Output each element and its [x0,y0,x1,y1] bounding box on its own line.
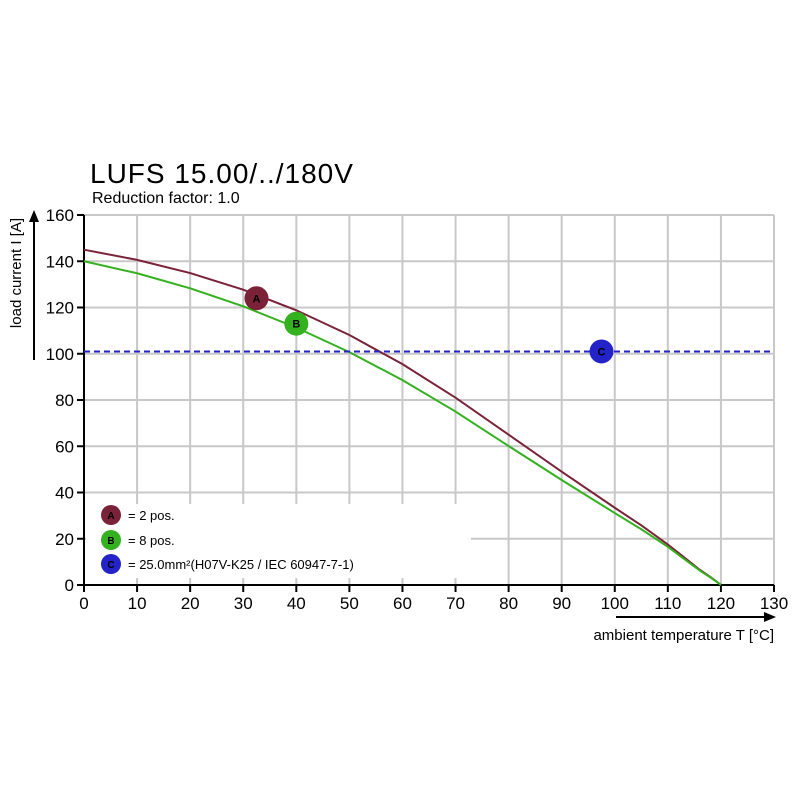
legend-text: = 2 pos. [128,508,175,523]
y-axis-arrow-head [29,210,39,222]
legend-text: = 8 pos. [128,533,175,548]
series-marker-a [244,286,269,311]
series-marker-b [284,311,309,336]
x-tick-label: 0 [79,594,88,613]
x-tick-label: 100 [601,594,629,613]
x-tick-label: 120 [707,594,735,613]
x-axis-arrow-head [764,612,776,622]
x-tick-label: 90 [552,594,571,613]
x-tick-label: 20 [181,594,200,613]
x-tick-label: 60 [393,594,412,613]
legend-text: = 25.0mm²(H07V-K25 / IEC 60947-7-1) [128,557,354,572]
y-tick-label: 140 [46,252,74,271]
y-tick-label: 20 [55,530,74,549]
x-tick-label: 130 [760,594,788,613]
x-axis-label: ambient temperature T [°C] [593,627,774,644]
chart-subtitle: Reduction factor: 1.0 [92,190,240,207]
legend-marker-label: A [107,511,114,522]
legend-marker-label: B [107,536,114,547]
y-axis-label: load current I [A] [8,218,25,328]
series-marker-label: C [598,346,606,358]
x-tick-label: 70 [446,594,465,613]
y-tick-label: 120 [46,299,74,318]
series-line-b [83,260,722,586]
x-tick-label: 110 [654,594,681,613]
x-tick-label: 80 [499,594,518,613]
x-tick-label: 10 [128,594,147,613]
series-marker-c [589,339,614,364]
legend-marker-b [101,530,121,550]
x-tick-label: 50 [340,594,359,613]
x-tick-label: 30 [234,594,253,613]
y-tick-label: 60 [55,437,74,456]
series-marker-label: A [253,293,261,305]
legend-background [86,504,471,579]
y-tick-label: 80 [55,391,74,410]
y-tick-label: 160 [46,206,74,225]
y-tick-label: 100 [46,345,74,364]
legend-marker-a [101,505,121,525]
x-tick-label: 40 [287,594,306,613]
y-tick-label: 0 [65,576,74,595]
y-tick-label: 40 [55,484,74,503]
legend-marker-c [101,554,121,574]
series-marker-label: B [292,319,300,331]
legend-marker-label: C [107,560,114,571]
chart-title: LUFS 15.00/../180V [90,158,354,189]
